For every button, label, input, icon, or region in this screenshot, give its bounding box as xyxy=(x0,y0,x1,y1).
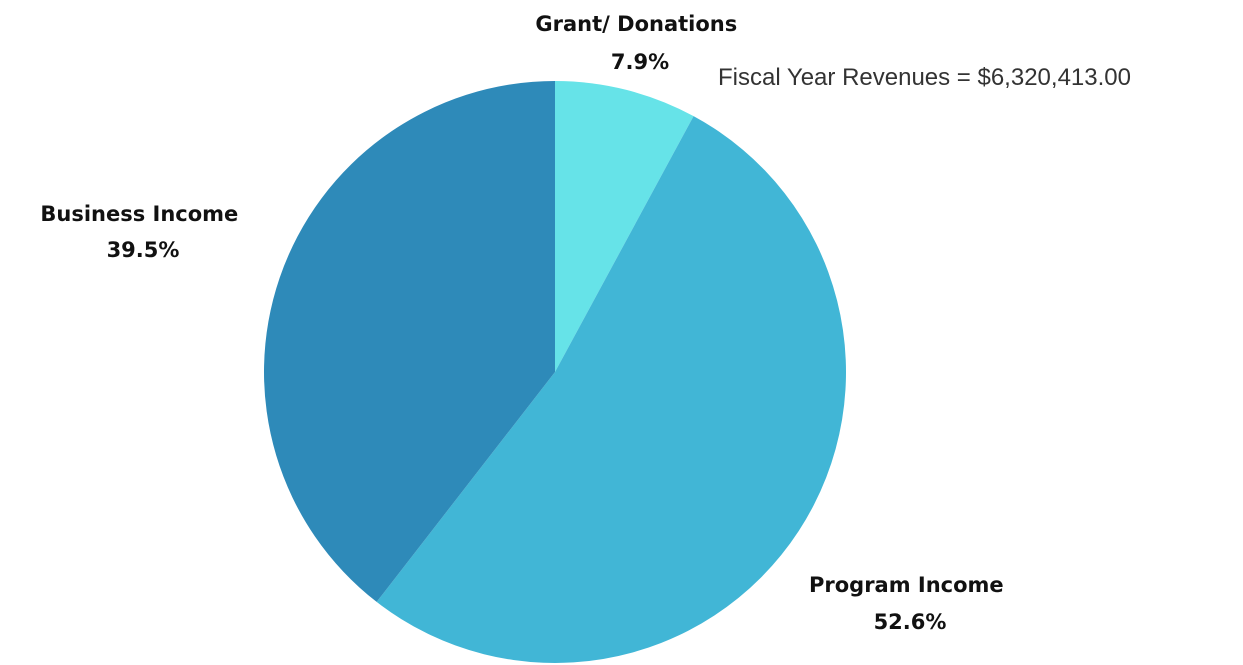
label-grant-donations-value: 7.9% xyxy=(611,50,669,74)
label-program-income-value: 52.6% xyxy=(874,610,947,634)
pie-slice-business-income xyxy=(264,81,555,602)
label-business-income-value: 39.5% xyxy=(107,238,180,262)
label-business-income: Business Income 39.5% xyxy=(40,202,245,262)
label-program-income: Program Income 52.6% xyxy=(809,573,1011,634)
pie-slices xyxy=(264,81,846,663)
pie-slice-program-income xyxy=(376,116,846,663)
label-business-income-name: Business Income xyxy=(40,202,238,226)
label-grant-donations: Grant/ Donations 7.9% xyxy=(535,12,744,74)
label-grant-donations-name: Grant/ Donations xyxy=(535,12,737,36)
label-program-income-name: Program Income xyxy=(809,573,1004,597)
fiscal-year-revenue-note: Fiscal Year Revenues = $6,320,413.00 xyxy=(718,64,1131,91)
pie-slice-grant-donations xyxy=(555,81,694,372)
